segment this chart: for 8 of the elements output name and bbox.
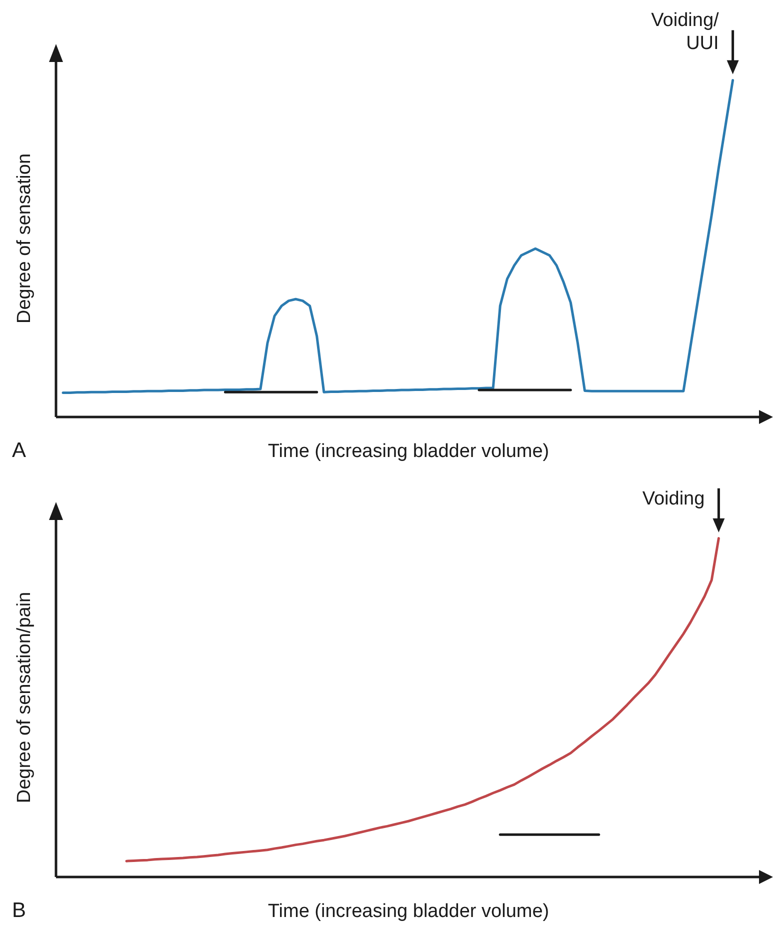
text: Voiding/ UUI <box>651 10 720 54</box>
text: Voiding <box>642 488 705 510</box>
y-axis-title: Degree of sensation <box>14 153 35 324</box>
text: A <box>12 439 26 462</box>
text: B <box>12 899 26 922</box>
x-axis-title: Time (increasing bladder volume) <box>268 441 550 462</box>
y-axis-title: Degree of sensation/pain <box>14 592 35 804</box>
x-axis-title: Time (increasing bladder volume) <box>268 901 550 922</box>
